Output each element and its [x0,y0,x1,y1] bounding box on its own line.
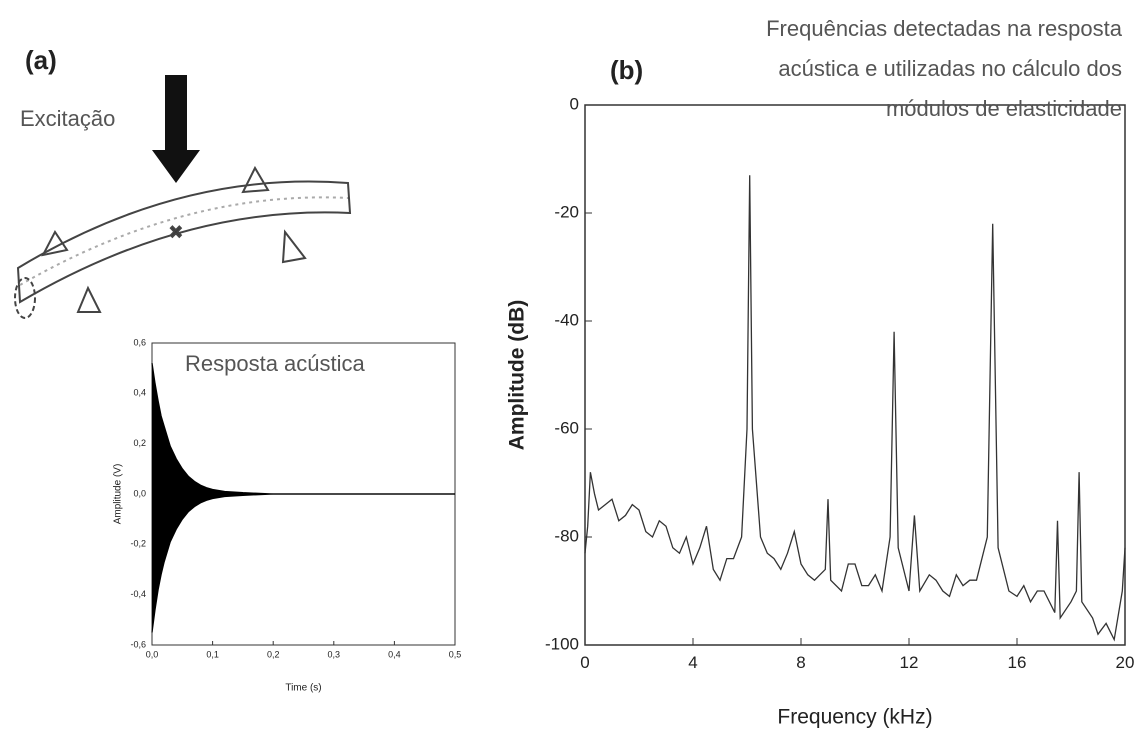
annotation: módulos de elasticidade [886,96,1122,121]
y-axis-label: Amplitude (dB) [506,300,529,450]
spectrum-line [584,175,1126,642]
x-tick-label: 20 [1116,653,1135,672]
y-tick-label: 0,6 [133,337,146,347]
support [41,230,69,257]
beam-axis [19,196,349,286]
y-tick-label: 0,4 [133,388,146,398]
x-tick-label: 0,3 [328,649,341,659]
support [76,285,102,313]
y-tick-label: -20 [554,202,579,221]
mic [14,277,36,319]
y-axis-label: Amplitude (V) [113,464,124,525]
x-tick-label: 0,0 [146,649,159,659]
envelope-line [151,493,455,633]
annotation: Resposta acústica [185,351,366,376]
envelope-line [151,363,455,495]
annotation: Frequências detectadas na resposta [766,16,1123,41]
y-tick-label: -40 [554,310,579,329]
y-tick-label: -60 [554,418,579,437]
y-tick-label: 0,2 [133,438,146,448]
x-tick-label: 0,1 [206,649,219,659]
plot-frame [584,104,1126,646]
x-tick-label: 0,5 [449,649,462,659]
arrow [152,75,200,183]
y-tick-label: -0,2 [130,539,146,549]
beam-diagram: × [14,75,352,319]
y-tick-label: -0,4 [130,589,146,599]
x-tick-label: 4 [688,653,697,672]
x-tick-label: 0,4 [388,649,401,659]
beam [16,180,352,304]
annotation: acústica e utilizadas no cálculo dos [778,56,1122,81]
center-mark: × [170,221,182,243]
y-tick-label: -80 [554,526,579,545]
y-tick-label: -0,6 [130,639,146,649]
x-tick-label: 16 [1008,653,1027,672]
y-tick-label: 0 [570,94,579,113]
support [281,229,307,264]
x-tick-label: 0,2 [267,649,280,659]
x-tick-label: 0 [580,653,589,672]
y-tick-label: -100 [545,634,579,653]
support [241,165,270,194]
panel-label: (b) [610,55,643,85]
excitation-label: Excitação [20,106,115,131]
x-tick-label: 12 [900,653,919,672]
area-fill [152,494,455,633]
x-axis-label: Frequency (kHz) [777,706,932,729]
area-fill [152,363,455,494]
x-axis-label: Time (s) [285,683,321,694]
x-tick-label: 8 [796,653,805,672]
panel-label: (a) [25,45,57,75]
y-tick-label: 0,0 [133,488,146,498]
